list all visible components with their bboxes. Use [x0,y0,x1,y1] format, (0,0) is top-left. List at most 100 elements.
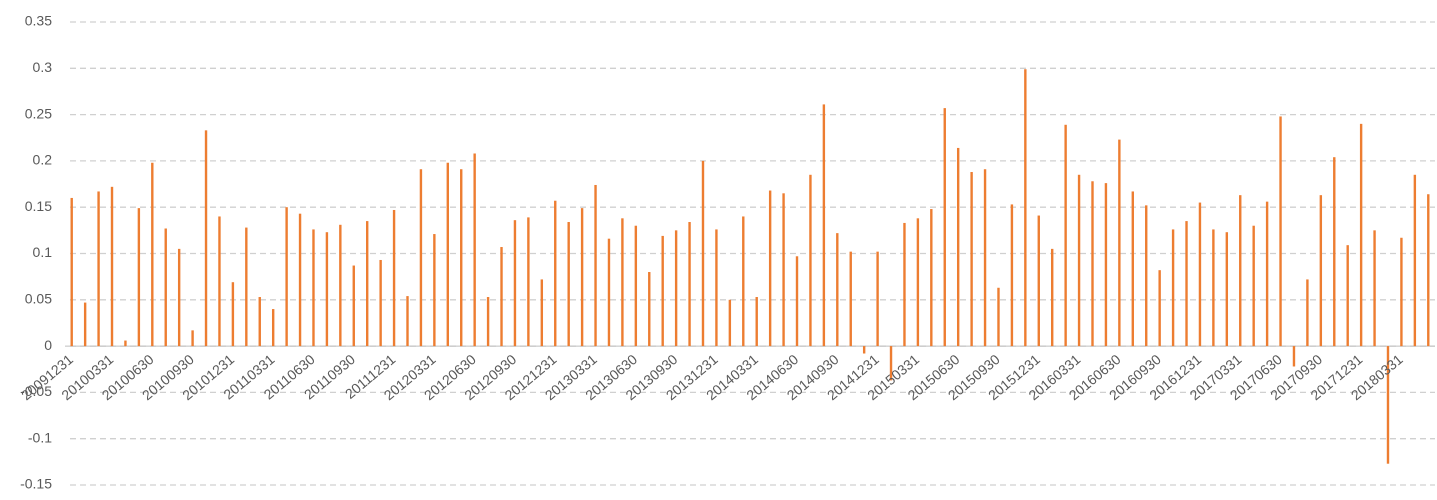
bar [137,208,141,347]
y-tick-label: 0.05 [25,291,52,307]
bar [1292,346,1296,367]
bar [930,209,933,347]
bar [809,174,812,347]
y-tick-label: 0.25 [25,105,52,121]
bar [594,184,597,347]
bar [876,251,879,347]
bar [1077,174,1081,347]
bar [997,287,1000,347]
bar [124,340,127,347]
bar [956,147,960,347]
bar [1010,204,1014,347]
bar [607,238,611,347]
bar [943,108,946,347]
bar [473,153,476,347]
bar [903,222,906,347]
bar [1131,191,1134,347]
bar [1145,205,1148,347]
bar [1239,195,1242,347]
bar [822,104,826,347]
bar [674,230,678,347]
bar [688,222,691,347]
bar [97,191,100,347]
bar [634,225,638,347]
bar [366,221,369,347]
bar [204,130,208,347]
bar [1319,195,1323,347]
bar [1400,237,1403,347]
bar [527,217,530,347]
bar [862,346,866,354]
bar [339,224,342,347]
bar [554,200,557,347]
y-tick-label: -0.1 [28,429,52,445]
bar [392,209,396,347]
bar [983,169,987,347]
bar [285,207,288,347]
bar [433,234,436,347]
bar [352,265,355,347]
bar [889,346,893,381]
bar [164,228,167,347]
bar [1024,69,1027,347]
bar [970,172,973,347]
bar [1333,157,1336,347]
bar [245,227,248,347]
bar [70,197,73,347]
bar [836,233,839,347]
bar [795,256,799,347]
bar [1225,232,1229,347]
bar [916,218,920,347]
bar [701,160,705,347]
bar [312,229,315,347]
bar [298,213,302,347]
bar [460,169,463,347]
bar [1306,279,1309,347]
bar [406,296,409,347]
bar [1051,248,1054,347]
y-tick-label: 0 [44,337,52,353]
bar [271,309,275,347]
bar [1346,245,1349,347]
bar [419,169,423,347]
bar [1373,230,1376,347]
bar [661,235,664,347]
bar [1118,139,1121,347]
bar [1037,215,1040,347]
bar [1198,202,1202,347]
bar [1265,201,1269,347]
bar [379,259,382,347]
bar [849,251,852,347]
bar [782,193,785,347]
bar [648,272,651,347]
y-tick-label: 0.1 [33,244,53,260]
bar [177,248,181,347]
bar [151,162,154,347]
y-tick-label: 0.35 [25,13,52,29]
bar [513,220,517,347]
bar [231,282,235,347]
bar [110,186,114,347]
bar [540,279,544,347]
bar [755,297,758,347]
bar [1158,270,1161,347]
bar [258,297,261,347]
bar [1413,174,1417,347]
bar [1427,194,1430,347]
bar [191,330,194,347]
y-tick-label: -0.15 [20,476,52,492]
bar [580,208,584,347]
bar [715,229,718,347]
bar [1252,225,1255,347]
bar [621,218,624,347]
bar [218,216,221,347]
bar [567,222,570,347]
y-tick-label: 0.15 [25,198,52,214]
bar [486,297,490,347]
bar [1091,181,1094,347]
bar [500,247,503,347]
bar [446,162,449,347]
y-tick-label: 0.3 [33,59,53,75]
bar [1212,229,1215,347]
bar [768,190,772,347]
